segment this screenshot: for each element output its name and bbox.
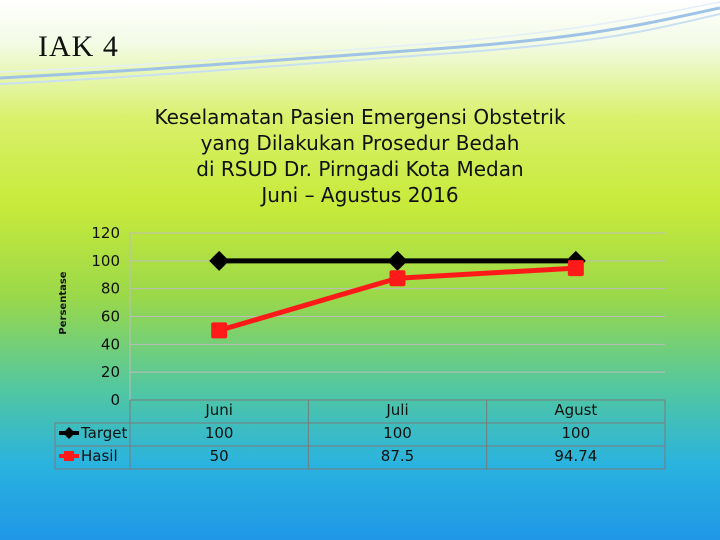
chart-title-line: yang Dilakukan Prosedur Bedah (200, 131, 520, 155)
data-label: 50 (210, 447, 229, 465)
chart-title-line: Juni – Agustus 2016 (261, 183, 459, 207)
data-label: 87.5 (381, 447, 414, 465)
y-tick-label: 0 (110, 391, 120, 409)
y-axis-title: Persentase (58, 271, 69, 334)
y-tick-label: 100 (91, 252, 120, 270)
data-point-hasil (567, 260, 584, 277)
header-swoosh (0, 1, 720, 85)
y-tick-label: 60 (101, 308, 120, 326)
data-point-target (209, 250, 230, 271)
slide-header (0, 0, 720, 90)
chart-title-line: di RSUD Dr. Pirngadi Kota Medan (196, 157, 524, 181)
legend-key-marker (63, 427, 75, 439)
data-label: 100 (383, 424, 412, 442)
legend-key-marker (64, 451, 74, 461)
data-label: 94.74 (554, 447, 597, 465)
y-axis: Persentase 0 20 40 60 80 100 120 (58, 224, 120, 409)
y-tick-label: 20 (101, 363, 120, 381)
data-label: 100 (205, 424, 234, 442)
data-table: Juni Juli Agust Target 100 100 100 Hasil 50 87.5 9… (54, 399, 666, 470)
x-category-label: Juli (385, 401, 408, 419)
y-tick-label: 80 (101, 280, 120, 298)
series-layer (209, 250, 586, 339)
legend-entry-hasil: Hasil (81, 447, 118, 465)
data-point-hasil (389, 270, 406, 287)
slide-title: IAK 4 (38, 30, 119, 63)
y-tick-label: 120 (91, 224, 120, 242)
data-point-hasil (211, 322, 228, 339)
x-category-label: Juni (204, 401, 233, 419)
data-label: 100 (562, 424, 591, 442)
y-tick-label: 40 (101, 335, 120, 353)
x-category-label: Agust (554, 401, 597, 419)
chart-title-line: Keselamatan Pasien Emergensi Obstetrik (154, 105, 566, 129)
data-point-target (387, 250, 408, 271)
chart-title: Keselamatan Pasien Emergensi Obstetrik y… (60, 104, 660, 208)
legend-entry-target: Target (80, 424, 128, 442)
